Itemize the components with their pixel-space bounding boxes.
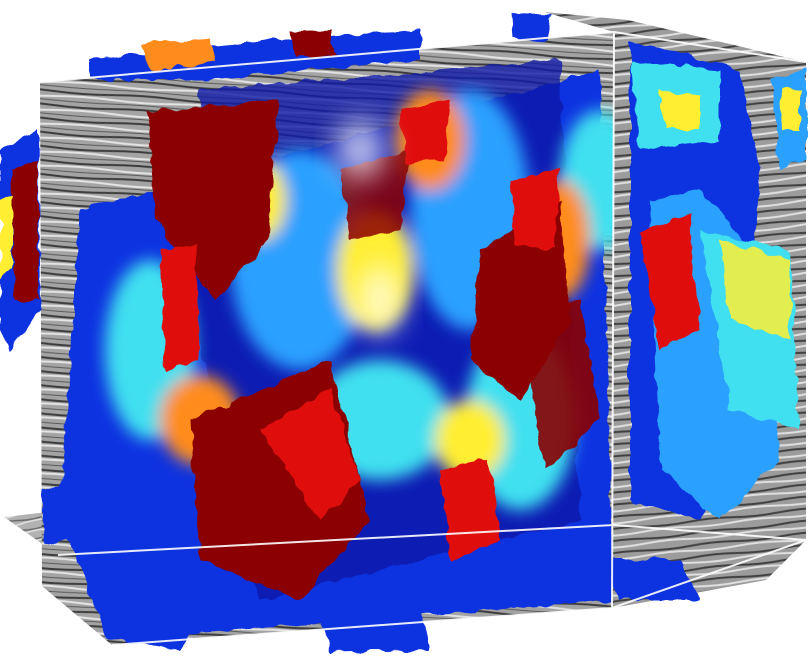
outer-fragments xyxy=(0,12,806,652)
right-slice-attribute xyxy=(630,40,800,520)
fault-attribute-surfaces xyxy=(60,60,614,640)
volume-wireframe xyxy=(39,30,807,646)
